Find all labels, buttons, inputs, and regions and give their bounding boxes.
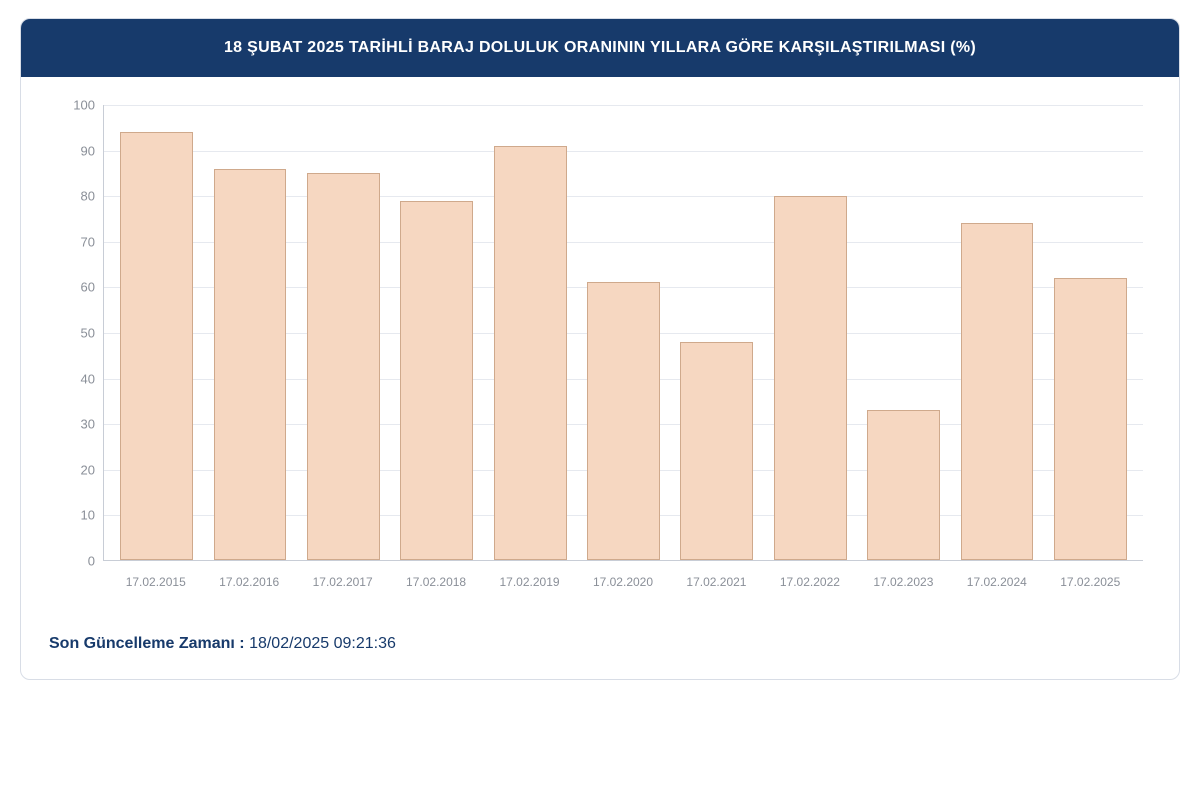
last-updated-label: Son Güncelleme Zamanı : <box>49 635 245 652</box>
y-tick-label: 80 <box>49 189 95 204</box>
x-tick-label: 17.02.2024 <box>950 565 1043 605</box>
x-tick-label: 17.02.2021 <box>670 565 763 605</box>
bar-slot <box>857 105 950 560</box>
bar <box>307 173 380 560</box>
bar-slot <box>297 105 390 560</box>
bar-slot <box>764 105 857 560</box>
last-updated-value: 18/02/2025 09:21:36 <box>249 635 396 652</box>
x-tick-label: 17.02.2020 <box>576 565 669 605</box>
bar <box>867 410 940 560</box>
x-tick-label: 17.02.2017 <box>296 565 389 605</box>
y-tick-label: 50 <box>49 326 95 341</box>
y-tick-label: 70 <box>49 234 95 249</box>
bars-group <box>104 105 1143 560</box>
last-updated: Son Güncelleme Zamanı : 18/02/2025 09:21… <box>21 605 1179 679</box>
bar-slot <box>483 105 576 560</box>
bar-slot <box>203 105 296 560</box>
bar <box>774 196 847 560</box>
x-tick-label: 17.02.2018 <box>389 565 482 605</box>
bar <box>120 132 193 560</box>
x-tick-label: 17.02.2023 <box>857 565 950 605</box>
chart-container: 0102030405060708090100 17.02.201517.02.2… <box>21 77 1179 605</box>
y-tick-label: 20 <box>49 462 95 477</box>
y-tick-label: 60 <box>49 280 95 295</box>
bar-slot <box>950 105 1043 560</box>
bar <box>400 201 473 560</box>
x-tick-label: 17.02.2019 <box>483 565 576 605</box>
bar-slot <box>390 105 483 560</box>
y-tick-label: 40 <box>49 371 95 386</box>
bar <box>680 342 753 560</box>
y-tick-label: 90 <box>49 143 95 158</box>
x-axis-labels: 17.02.201517.02.201617.02.201717.02.2018… <box>103 565 1143 605</box>
bar-slot <box>670 105 763 560</box>
bar-chart: 0102030405060708090100 17.02.201517.02.2… <box>49 105 1151 605</box>
chart-card: 18 ŞUBAT 2025 TARİHLİ BARAJ DOLULUK ORAN… <box>20 18 1180 680</box>
bar-slot <box>110 105 203 560</box>
plot-area <box>103 105 1143 561</box>
bar <box>494 146 567 560</box>
x-tick-label: 17.02.2015 <box>109 565 202 605</box>
y-tick-label: 0 <box>49 554 95 569</box>
bar <box>587 282 660 560</box>
x-tick-label: 17.02.2025 <box>1044 565 1137 605</box>
x-tick-label: 17.02.2016 <box>202 565 295 605</box>
bar <box>1054 278 1127 560</box>
y-tick-label: 10 <box>49 508 95 523</box>
y-tick-label: 30 <box>49 417 95 432</box>
bar-slot <box>1044 105 1137 560</box>
y-tick-label: 100 <box>49 98 95 113</box>
bar-slot <box>577 105 670 560</box>
bar <box>214 169 287 560</box>
bar <box>961 223 1034 560</box>
card-title: 18 ŞUBAT 2025 TARİHLİ BARAJ DOLULUK ORAN… <box>21 19 1179 77</box>
x-tick-label: 17.02.2022 <box>763 565 856 605</box>
